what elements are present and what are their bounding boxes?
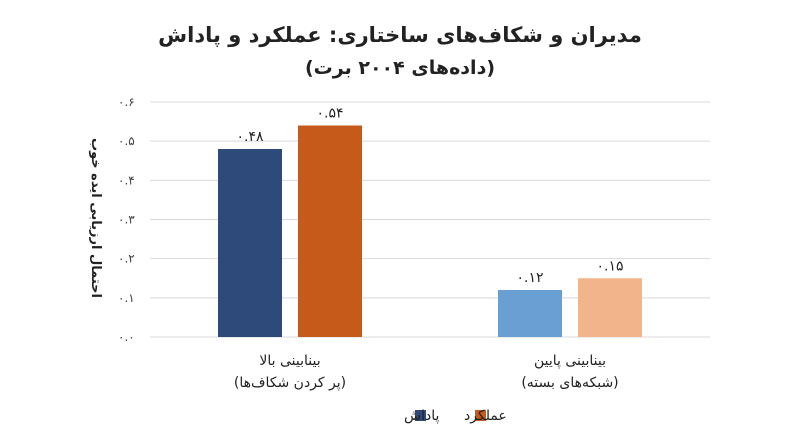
bar bbox=[578, 278, 642, 337]
y-tick-label: ۰.۵ bbox=[118, 134, 135, 148]
y-tick-label: ۰.۶ bbox=[118, 95, 135, 109]
y-tick-label: ۰.۴ bbox=[118, 173, 135, 187]
chart-subtitle: (داده‌های ۲۰۰۴ برت) bbox=[305, 57, 495, 79]
y-tick-label: ۰.۲ bbox=[118, 252, 135, 266]
bar bbox=[498, 290, 562, 337]
y-axis-ticks: ۰.۰ ۰.۱ ۰.۲ ۰.۳ ۰.۴ ۰.۵ ۰.۶ bbox=[118, 95, 135, 344]
category-label: بینابینی پایین bbox=[534, 353, 606, 369]
legend-swatch bbox=[415, 410, 426, 421]
category-label: بینابینی بالا bbox=[259, 353, 320, 369]
data-label: ۰.۵۴ bbox=[316, 106, 343, 122]
bars bbox=[218, 125, 642, 337]
x-axis-categories: بینابینی بالا (پر کردن شکاف‌ها) بینابینی پ… bbox=[234, 353, 619, 391]
data-label: ۰.۱۲ bbox=[516, 270, 543, 286]
legend-label: عملکرد bbox=[464, 408, 507, 424]
category-sublabel: (پر کردن شکاف‌ها) bbox=[234, 375, 346, 391]
data-label: ۰.۱۵ bbox=[596, 258, 623, 274]
y-tick-label: ۰.۳ bbox=[118, 213, 135, 227]
chart-title: مدیران و شکاف‌های ساختاری: عملکرد و پادا… bbox=[158, 23, 642, 47]
category-sublabel: (شبکه‌های بسته) bbox=[521, 375, 618, 391]
y-tick-label: ۰.۱ bbox=[118, 291, 135, 305]
bar bbox=[298, 125, 362, 337]
y-tick-label: ۰.۰ bbox=[118, 330, 135, 344]
data-labels: ۰.۴۸ ۰.۱۲ ۰.۵۴ ۰.۱۵ bbox=[236, 106, 623, 287]
legend-swatch bbox=[475, 410, 486, 421]
y-axis-label: احتمال ارزیابی ایده خوب bbox=[88, 138, 103, 298]
data-label: ۰.۴۸ bbox=[236, 129, 263, 145]
bar bbox=[218, 149, 282, 337]
legend-label: پاداش bbox=[404, 408, 439, 424]
legend: پاداش عملکرد bbox=[404, 408, 507, 424]
